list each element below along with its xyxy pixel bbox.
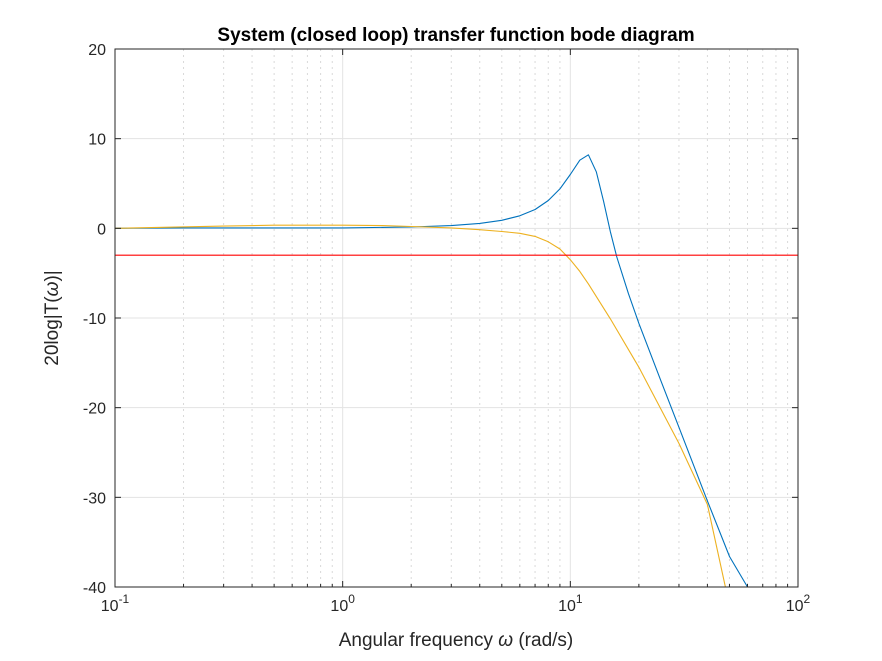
y-axis-label-suffix: )| [42,270,63,281]
y-tick-label: -20 [83,401,106,418]
x-axis-label-omega: ω [498,630,513,651]
x-tick-base: 10 [558,598,576,615]
y-tick-label: -40 [83,580,106,597]
x-tick-base: 10 [330,598,348,615]
y-axis-label: 20log|T(ω)| [42,270,63,365]
y-tick-label: -10 [83,311,106,328]
x-tick-exponent: 2 [804,592,811,606]
x-tick-exponent: 0 [348,592,355,606]
x-tick-exponent: 1 [576,592,583,606]
y-tick-label: 0 [97,221,106,238]
x-axis-label-prefix: Angular frequency [339,630,499,651]
y-tick-label: 10 [88,132,106,149]
series-lines [114,154,798,588]
x-tick-base: 10 [786,598,804,615]
x-tick-base: 10 [101,598,119,615]
x-axis-label-suffix: (rad/s) [513,630,573,651]
x-axis-label: Angular frequency ω (rad/s) [339,630,574,651]
x-tick-label: 101 [558,592,583,615]
x-tick-label: 102 [786,592,811,615]
y-axis-label-prefix: 20log|T( [42,296,63,366]
series-line-2 [114,224,726,588]
chart-title: System (closed loop) transfer function b… [217,25,694,46]
x-tick-exponent: -1 [119,592,130,606]
y-axis-label-omega: ω [42,281,63,296]
y-tick-label: 20 [88,42,106,59]
x-tick-label: 100 [330,592,355,615]
y-tick-label: -30 [83,490,106,507]
x-tick-label: 10-1 [101,592,130,615]
